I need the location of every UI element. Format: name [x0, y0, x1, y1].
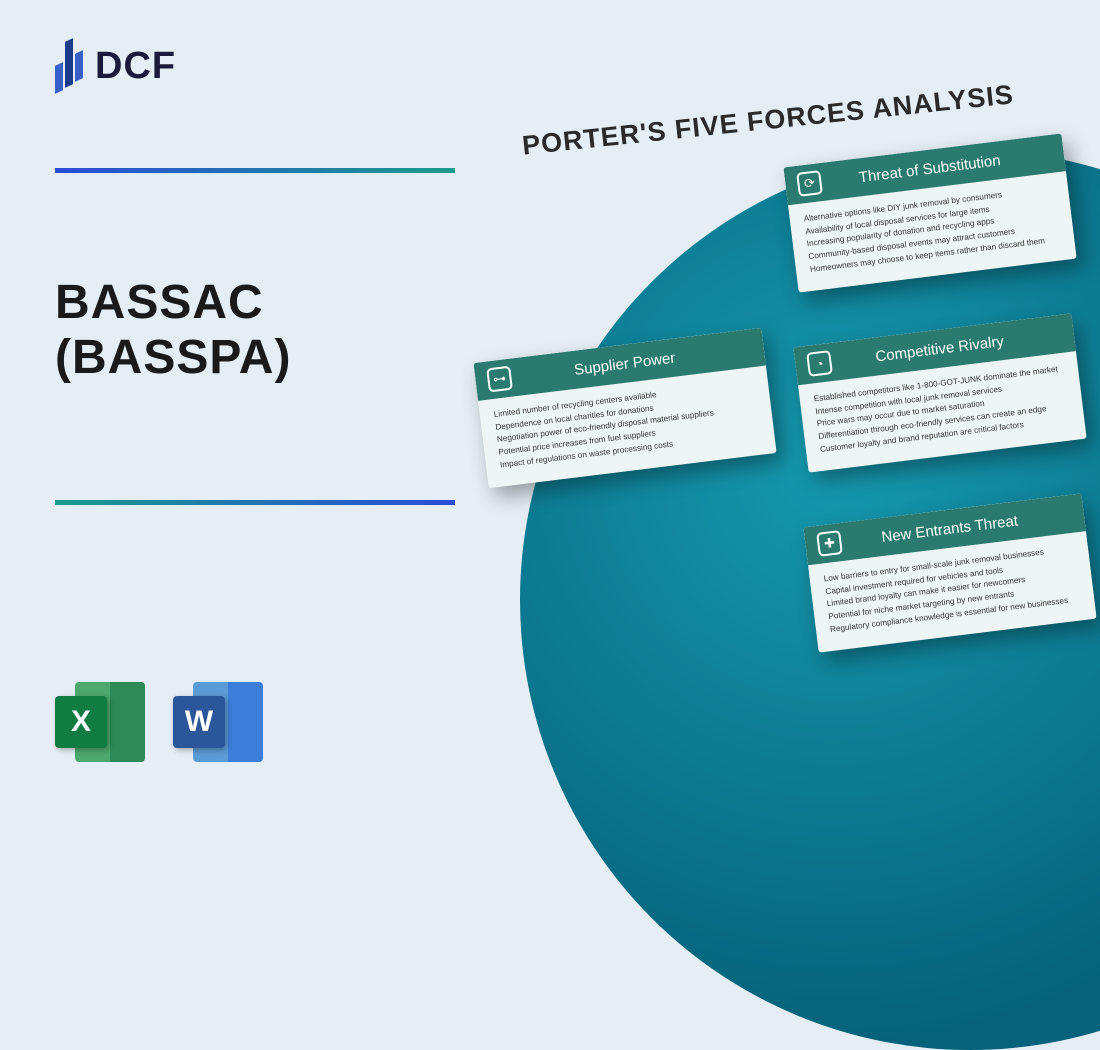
- file-icons-row: X W: [55, 677, 263, 767]
- word-icon: W: [173, 677, 263, 767]
- person-plus-icon: ✚: [816, 530, 843, 557]
- word-letter: W: [173, 696, 225, 748]
- divider-bottom: [55, 500, 455, 505]
- refresh-icon: ⟳: [796, 170, 823, 197]
- title-line-1: BASSAC: [55, 275, 291, 330]
- title-line-2: (BASSPA): [55, 330, 291, 385]
- logo-bars-icon: [55, 40, 83, 92]
- excel-icon: X: [55, 677, 145, 767]
- logo-text: DCF: [95, 45, 176, 88]
- link-icon: ⊶: [486, 366, 513, 393]
- logo: DCF: [55, 40, 176, 92]
- divider-top: [55, 168, 455, 173]
- page-title: BASSAC (BASSPA): [55, 275, 291, 385]
- clock-icon: ◔: [806, 350, 833, 377]
- excel-letter: X: [55, 696, 107, 748]
